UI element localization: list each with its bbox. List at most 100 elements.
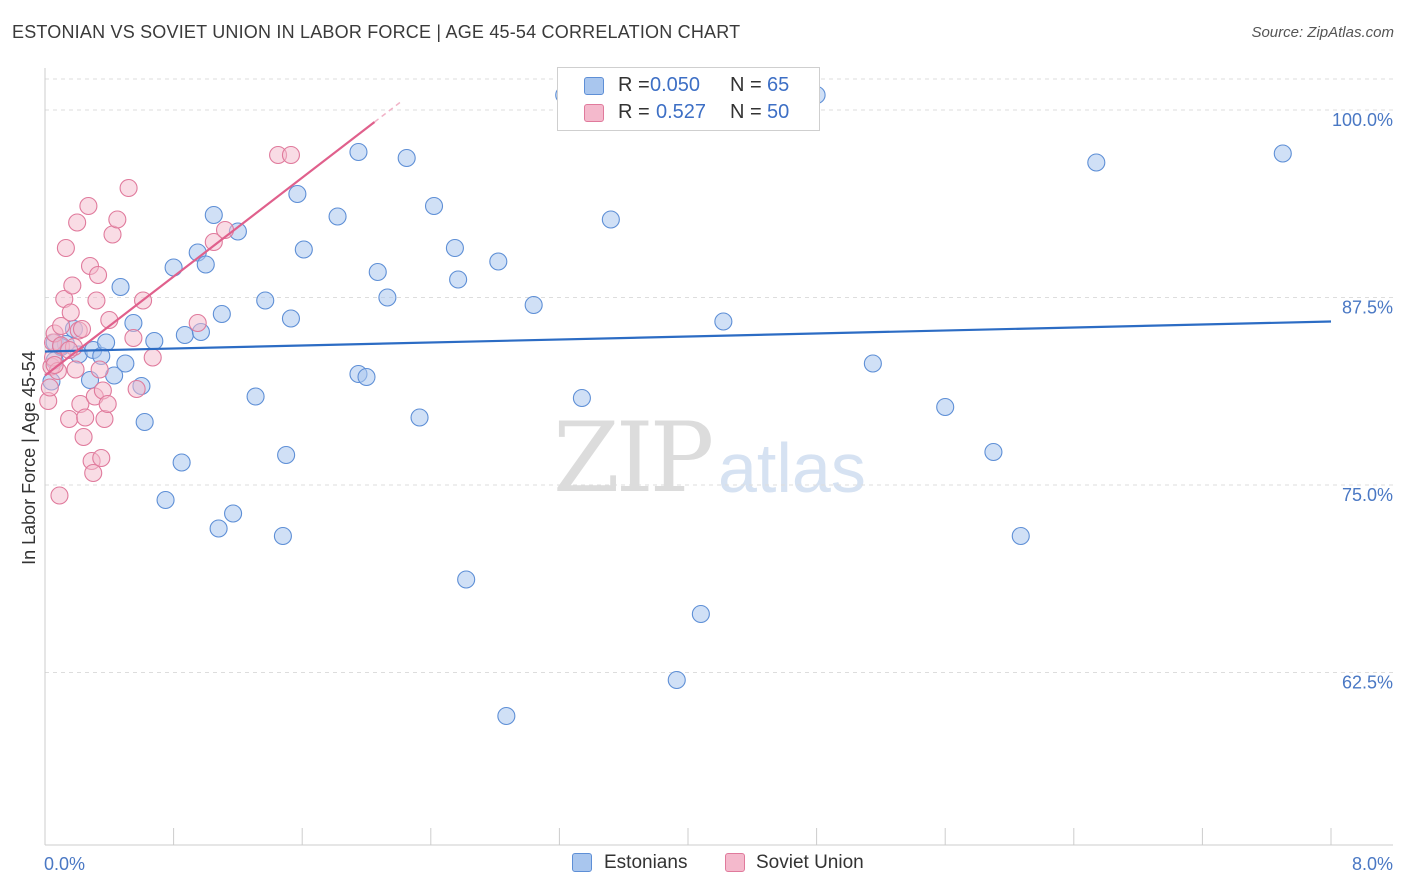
estonians-point bbox=[246, 387, 265, 406]
estonians-swatch bbox=[572, 853, 592, 872]
estonians-point bbox=[294, 240, 313, 259]
estonians-swatch bbox=[584, 77, 604, 95]
soviet-trend-extension bbox=[374, 100, 403, 123]
estonians-point bbox=[156, 490, 175, 510]
estonians-point bbox=[328, 207, 347, 226]
estonians-point bbox=[457, 570, 476, 589]
estonians-point bbox=[172, 453, 191, 472]
estonians-point bbox=[288, 184, 307, 204]
soviet-point bbox=[76, 408, 95, 427]
estonians-point bbox=[349, 142, 368, 162]
soviet-point bbox=[124, 328, 143, 348]
estonians-point bbox=[224, 504, 243, 523]
stats-legend: R = 0.050 N = 65 R = 0.527 N = 50 bbox=[557, 67, 820, 131]
soviet-point bbox=[143, 348, 162, 367]
estonians-point bbox=[691, 604, 710, 624]
soviet-point bbox=[127, 379, 146, 399]
estonians-point bbox=[111, 277, 130, 297]
estonians-point bbox=[863, 354, 882, 373]
soviet-point bbox=[52, 316, 71, 336]
estonians-point bbox=[175, 325, 194, 345]
trend-lines bbox=[44, 100, 1332, 377]
tick-labels: 62.5% 75.0% 87.5% 100.0% 0.0% 8.0% bbox=[44, 110, 1393, 874]
soviet-point bbox=[108, 210, 127, 229]
axes bbox=[44, 68, 1393, 846]
estonians-point bbox=[145, 331, 164, 351]
estonians-point bbox=[256, 291, 275, 310]
estonians-point bbox=[273, 526, 292, 546]
soviet-point bbox=[60, 409, 79, 429]
soviet-point bbox=[84, 463, 103, 483]
estonians-point bbox=[424, 196, 444, 216]
soviet-swatch bbox=[725, 853, 745, 872]
estonians-point bbox=[397, 148, 416, 168]
soviet-points bbox=[39, 145, 300, 505]
estonians-point bbox=[204, 205, 223, 225]
estonians-point bbox=[281, 309, 300, 328]
legend-label-soviet: Soviet Union bbox=[756, 852, 864, 873]
estonians-point bbox=[97, 333, 116, 352]
legend-row-soviet: R = 0.527 N = 50 bbox=[558, 101, 819, 127]
estonians-point bbox=[212, 304, 231, 324]
soviet-point bbox=[63, 276, 82, 295]
soviet-point bbox=[74, 427, 93, 447]
soviet-point bbox=[103, 225, 122, 244]
estonians-point bbox=[196, 255, 215, 274]
watermark-atlas: atlas bbox=[718, 429, 866, 507]
x-tick-label: 0.0% bbox=[44, 854, 85, 874]
gridlines bbox=[45, 78, 1393, 673]
soviet-point bbox=[281, 145, 300, 165]
estonians-point bbox=[378, 288, 397, 307]
estonians-point bbox=[449, 270, 468, 289]
soviet-point bbox=[68, 213, 87, 232]
soviet-point bbox=[61, 303, 80, 322]
soviet-swatch bbox=[584, 104, 604, 122]
y-tick-label: 75.0% bbox=[1342, 485, 1393, 505]
estonians-point bbox=[984, 442, 1003, 462]
estonians-point bbox=[497, 706, 516, 726]
estonians-point bbox=[357, 367, 376, 387]
source-label: Source: ZipAtlas.com bbox=[1251, 24, 1394, 41]
estonians-point bbox=[277, 445, 296, 465]
estonians-point bbox=[601, 210, 620, 229]
soviet-point bbox=[95, 409, 114, 429]
y-tick-label: 87.5% bbox=[1342, 298, 1393, 318]
soviet-point bbox=[90, 360, 109, 379]
estonians-point bbox=[667, 670, 686, 690]
soviet-point bbox=[45, 355, 64, 375]
legend-r-label: R = bbox=[618, 74, 650, 96]
soviet-point bbox=[72, 319, 92, 339]
soviet-point bbox=[98, 394, 117, 414]
estonians-point bbox=[714, 312, 733, 331]
soviet-point bbox=[56, 238, 75, 258]
soviet-point bbox=[119, 178, 138, 198]
legend-r-label: R = bbox=[618, 101, 650, 123]
soviet-point bbox=[88, 265, 108, 285]
soviet-point bbox=[188, 313, 207, 333]
estonians-points bbox=[42, 85, 1292, 726]
estonians-point bbox=[410, 408, 429, 427]
estonians-point bbox=[1087, 153, 1106, 172]
estonians-point bbox=[164, 258, 183, 277]
legend-r-value: 0.527 bbox=[656, 101, 707, 123]
soviet-point bbox=[50, 486, 69, 505]
watermark-zip: ZIP bbox=[553, 402, 714, 514]
soviet-trend-line bbox=[44, 121, 376, 377]
y-axis-title: In Labor Force | Age 45-54 bbox=[19, 351, 39, 565]
estonians-point bbox=[489, 252, 508, 271]
estonians-point bbox=[936, 397, 955, 417]
legend-n-value: 50 bbox=[767, 101, 790, 123]
legend-n-label: N = bbox=[730, 74, 762, 96]
estonians-point bbox=[116, 354, 135, 373]
soviet-point bbox=[40, 378, 59, 397]
estonians-point bbox=[1273, 144, 1292, 163]
estonians-point bbox=[572, 388, 591, 408]
chart-title: ESTONIAN VS SOVIET UNION IN LABOR FORCE … bbox=[12, 22, 741, 42]
soviet-point bbox=[87, 291, 106, 310]
y-tick-label: 62.5% bbox=[1342, 673, 1393, 693]
soviet-point bbox=[204, 232, 223, 252]
soviet-point bbox=[66, 360, 85, 379]
legend-r-value: 0.050 bbox=[650, 74, 701, 96]
x-tick-label: 8.0% bbox=[1352, 854, 1393, 874]
